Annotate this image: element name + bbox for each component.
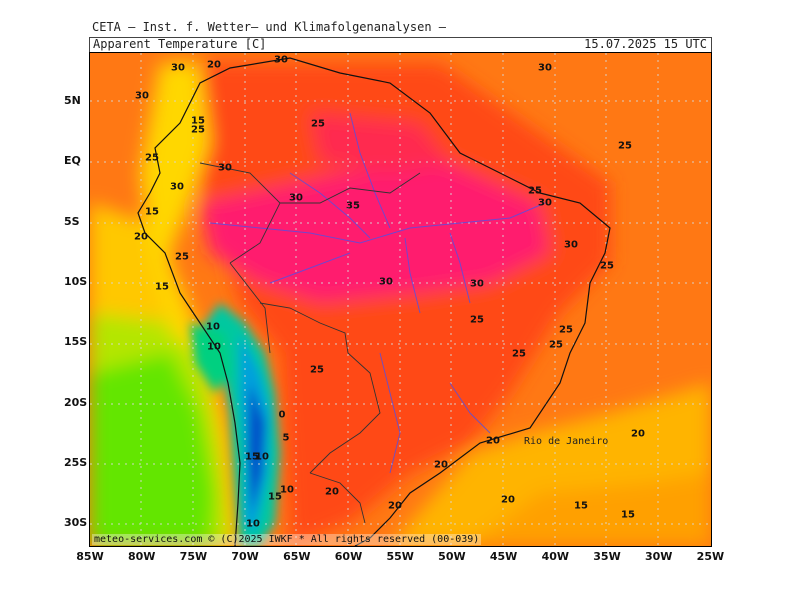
- lat-label-eq: EQ: [64, 154, 81, 167]
- contour-label: 30: [470, 278, 484, 290]
- contour-label: 15: [621, 509, 635, 521]
- contour-label: 15: [268, 491, 282, 503]
- contour-label: 15: [574, 500, 588, 512]
- lon-label-60w: 60W: [334, 550, 363, 563]
- lat-label-30s: 30S: [64, 516, 88, 529]
- contour-label: 30: [135, 90, 149, 102]
- contour-label: 10: [255, 451, 269, 463]
- contour-label: 10: [207, 341, 221, 353]
- contour-label: 30: [289, 192, 303, 204]
- city-label-rio: Rio de Janeiro: [524, 436, 609, 447]
- contour-label: 15: [245, 451, 259, 463]
- contour-label: 30: [538, 197, 552, 209]
- lon-label-80w: 80W: [127, 550, 156, 563]
- contour-label: 25: [512, 348, 526, 360]
- lat-label-10s: 10S: [64, 275, 88, 288]
- copyright-footer: meteo-services.com © (C)2025 IWKF * All …: [92, 534, 482, 545]
- lat-label-5n: 5N: [64, 94, 81, 107]
- contour-label: 10: [246, 518, 260, 530]
- contour-label: 20: [631, 428, 645, 440]
- contour-label: 15: [191, 115, 205, 127]
- contour-label: 25: [470, 314, 484, 326]
- contour-label: 20: [388, 500, 402, 512]
- lon-label-35w: 35W: [593, 550, 621, 563]
- lon-label-50w: 50W: [438, 550, 466, 563]
- contour-label: 25: [175, 251, 189, 263]
- contour-label: 20: [486, 435, 500, 447]
- variable-label: Apparent Temperature [C]: [93, 37, 267, 51]
- temperature-map: [89, 52, 712, 547]
- valid-time: 15.07.2025 15 UTC: [584, 37, 707, 51]
- contour-label: 20: [134, 231, 148, 243]
- contour-label: 20: [434, 459, 448, 471]
- contour-label: 25: [549, 339, 563, 351]
- contour-label: 30: [538, 62, 552, 74]
- lon-label-30w: 30W: [644, 550, 673, 563]
- lon-label-70w: 70W: [231, 550, 259, 563]
- contour-label: 25: [618, 140, 632, 152]
- contour-label: 35: [346, 200, 360, 212]
- contour-label: 25: [145, 152, 159, 164]
- lat-label-5s: 5S: [64, 215, 80, 228]
- lon-label-25w: 25W: [696, 550, 725, 563]
- contour-label: 30: [274, 54, 288, 66]
- lat-label-15s: 15S: [64, 335, 88, 348]
- lat-label-25s: 25S: [64, 456, 88, 469]
- contour-label: 10: [206, 321, 220, 333]
- lon-label-40w: 40W: [541, 550, 570, 563]
- contour-label: 30: [171, 62, 185, 74]
- contour-label: 25: [559, 324, 573, 336]
- lon-label-65w: 65W: [283, 550, 311, 563]
- contour-label: 20: [207, 59, 221, 71]
- lon-label-85w: 85W: [76, 550, 104, 563]
- contour-label: 25: [528, 185, 542, 197]
- contour-label: 25: [310, 364, 324, 376]
- lon-label-45w: 45W: [489, 550, 518, 563]
- contour-label: 30: [218, 162, 232, 174]
- contour-label: 20: [501, 494, 515, 506]
- lon-label-75w: 75W: [179, 550, 208, 563]
- contour-label: 20: [325, 486, 339, 498]
- chart-title: CETA — Inst. f. Wetter— und Klimafolgena…: [92, 20, 447, 34]
- contour-label: 15: [145, 206, 159, 218]
- lat-label-20s: 20S: [64, 396, 88, 409]
- contour-label: 30: [379, 276, 393, 288]
- contour-label: 25: [311, 118, 325, 130]
- contour-label: 0: [278, 409, 286, 421]
- contour-label: 5: [282, 432, 290, 444]
- contour-label: 25: [191, 124, 205, 136]
- contour-label: 15: [155, 281, 169, 293]
- contour-label: 30: [564, 239, 578, 251]
- contour-label: 10: [280, 484, 294, 496]
- contour-label: 30: [170, 181, 184, 193]
- lon-label-55w: 55W: [386, 550, 414, 563]
- contour-label: 25: [600, 260, 614, 272]
